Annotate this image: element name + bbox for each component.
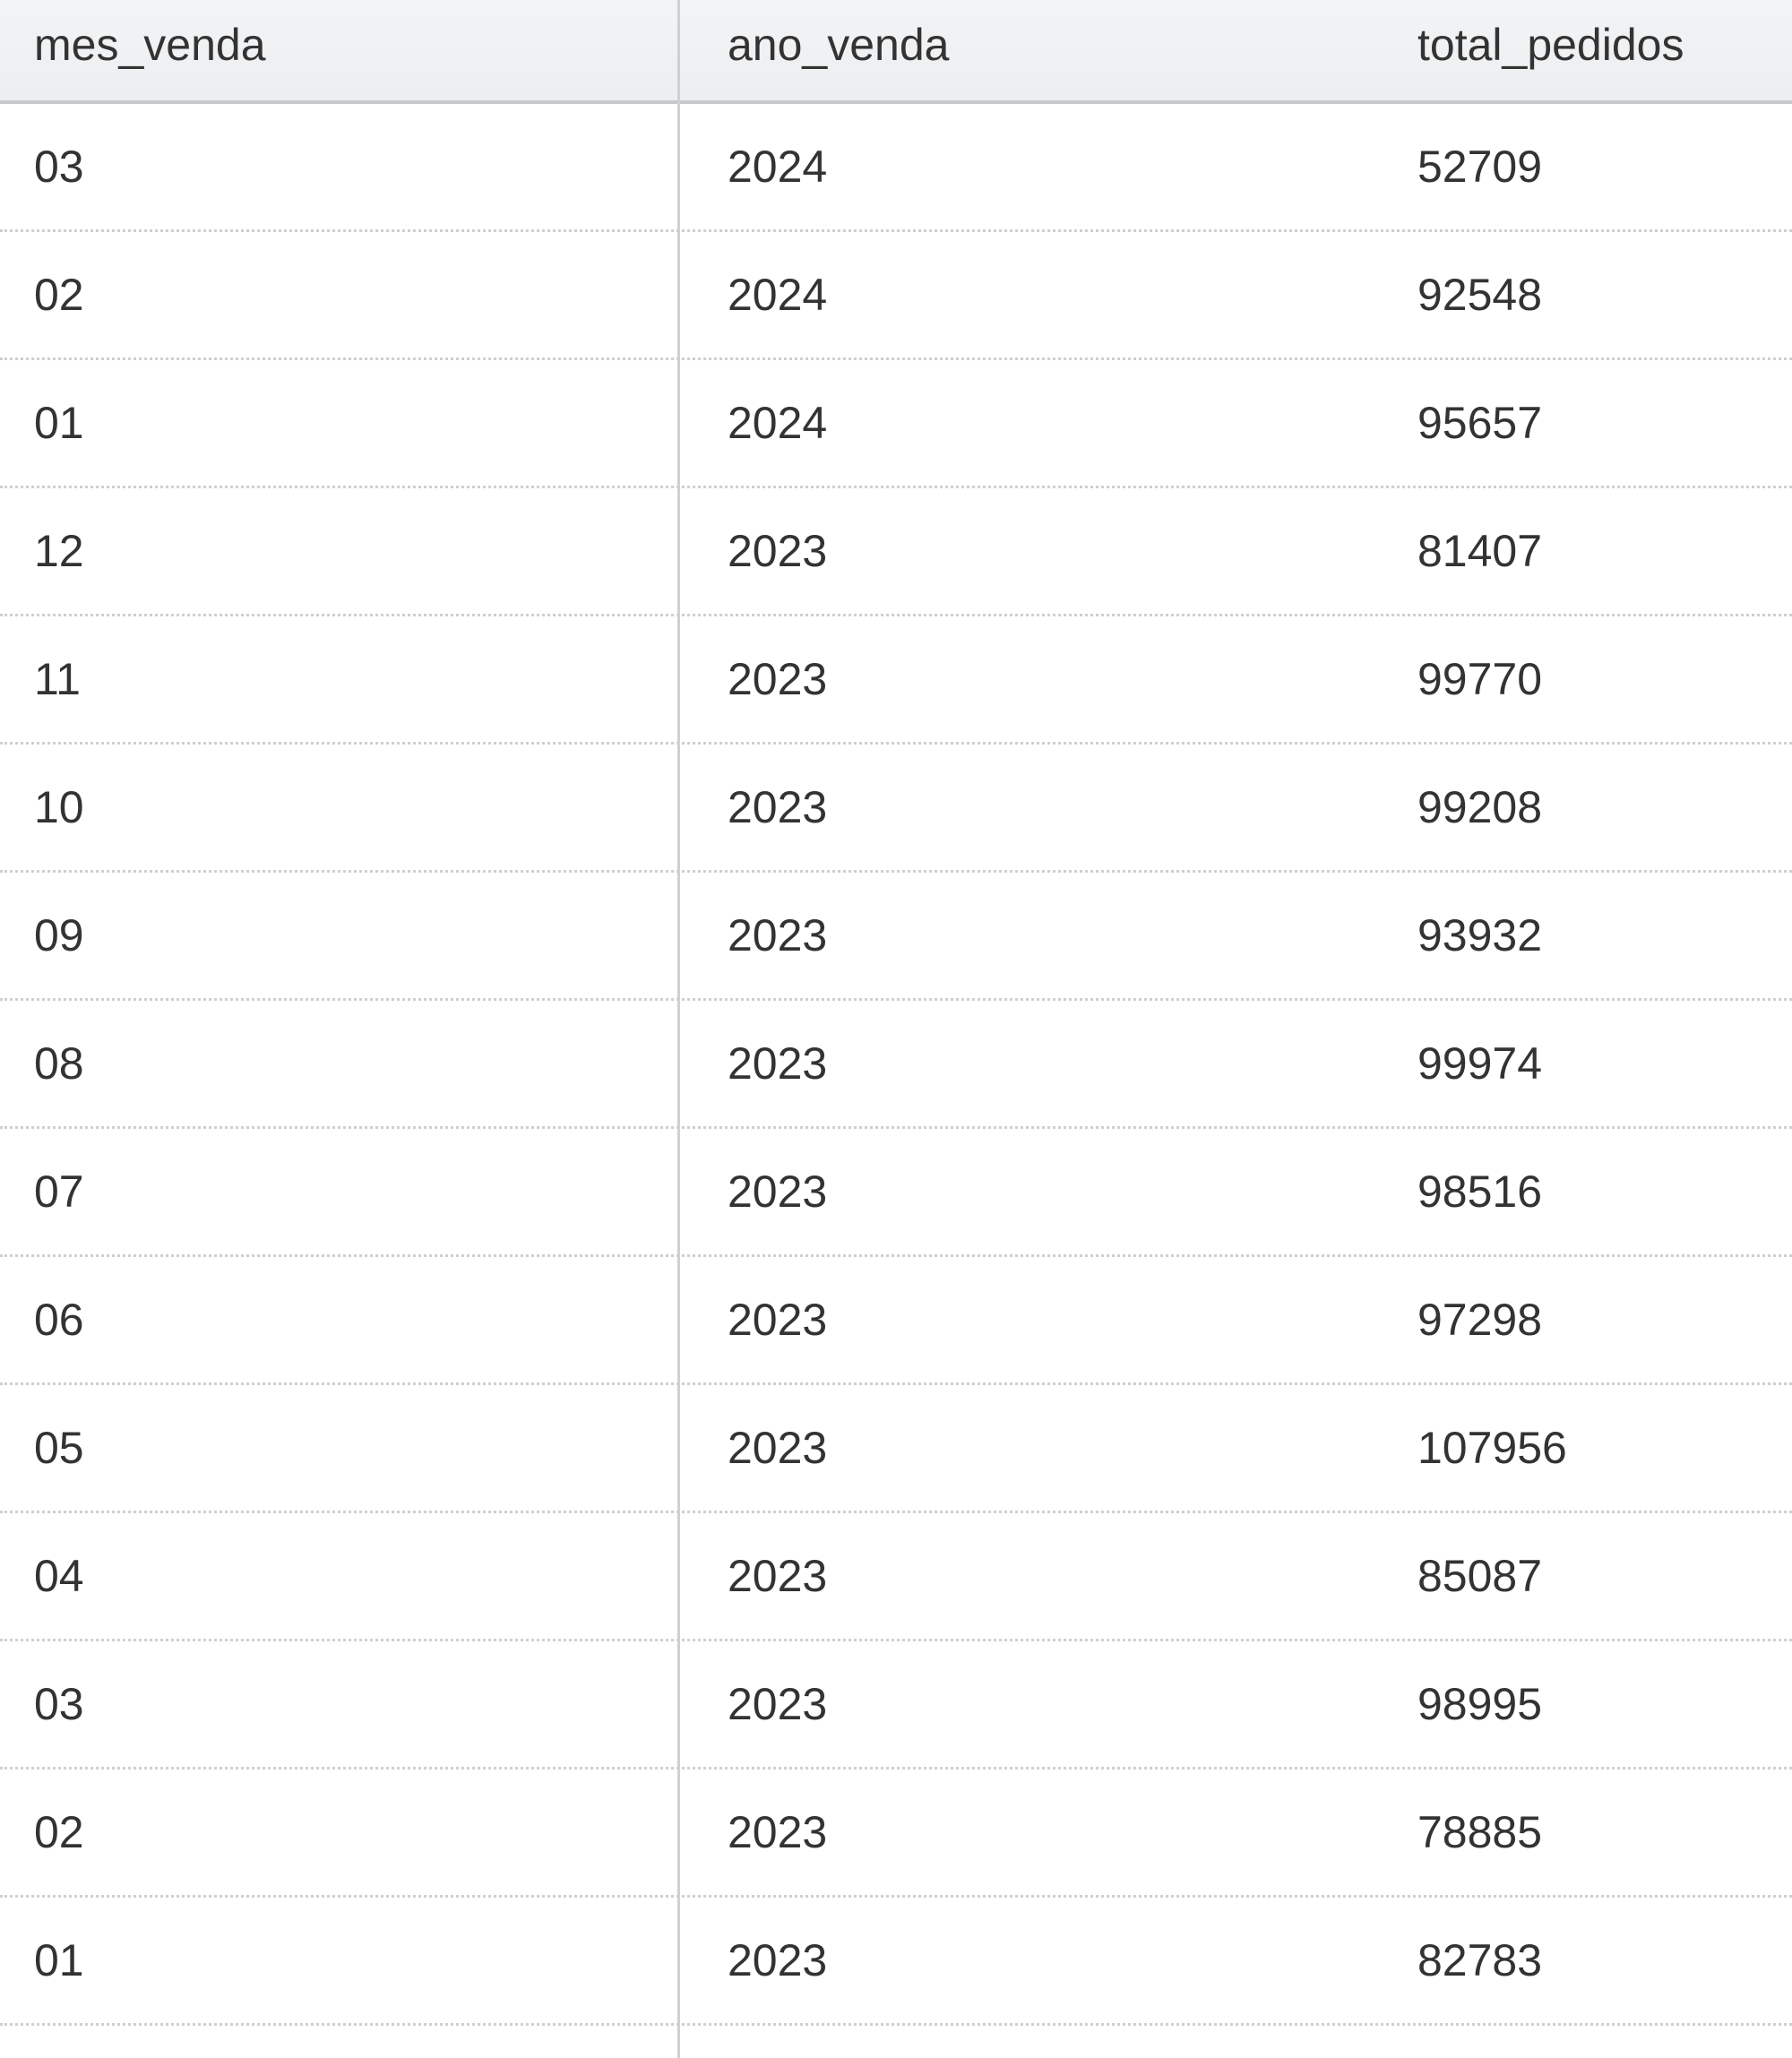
cell-total-pedidos[interactable]: 99770 [1417,654,1543,704]
table-row[interactable]: 05 2023 107956 [0,1385,1792,1513]
cell-mes-venda[interactable]: 06 [34,1295,84,1345]
cell-ano-venda[interactable]: 2023 [728,1935,828,1985]
table-row[interactable]: 08 2023 99974 [0,1001,1792,1129]
cell-total-pedidos[interactable]: 97298 [1417,1295,1543,1345]
table-row[interactable]: 09 2023 93932 [0,873,1792,1001]
cell-total-pedidos[interactable]: 107956 [1417,1423,1567,1473]
cell-total-pedidos[interactable]: 85087 [1417,1551,1543,1601]
cell-mes-venda[interactable]: 05 [34,1423,84,1473]
cell-total-pedidos[interactable]: 52709 [1417,142,1543,192]
cell-ano-venda[interactable]: 2023 [728,1551,828,1601]
table-row[interactable]: 11 2023 99770 [0,616,1792,745]
cell-ano-venda[interactable]: 2023 [728,1038,828,1089]
table-row[interactable]: 04 2023 85087 [0,1513,1792,1641]
cell-ano-venda[interactable]: 2023 [728,1807,828,1857]
cell-ano-venda[interactable]: 2023 [728,1167,828,1217]
cell-ano-venda[interactable]: 2024 [728,270,828,320]
cell-total-pedidos[interactable]: 78885 [1417,1807,1543,1857]
grid-body: 03 2024 52709 02 2024 92548 01 2024 95657 12 2023 8… [0,104,1792,2026]
table-row[interactable]: 01 2024 95657 [0,360,1792,488]
column-header-ano-venda[interactable]: ano_venda [728,20,950,70]
grid-header: mes_venda ano_venda total_pedidos [0,0,1792,104]
cell-mes-venda[interactable]: 02 [34,1807,84,1857]
cell-total-pedidos[interactable]: 98995 [1417,1679,1543,1729]
table-row[interactable]: 03 2023 98995 [0,1641,1792,1770]
column-header-mes-venda[interactable]: mes_venda [34,20,266,70]
cell-mes-venda[interactable]: 03 [34,1679,84,1729]
cell-ano-venda[interactable]: 2023 [728,1295,828,1345]
cell-mes-venda[interactable]: 01 [34,1935,84,1985]
cell-total-pedidos[interactable]: 95657 [1417,398,1543,448]
cell-mes-venda[interactable]: 02 [34,270,84,320]
cell-ano-venda[interactable]: 2023 [728,526,828,576]
cell-mes-venda[interactable]: 12 [34,526,84,576]
cell-ano-venda[interactable]: 2023 [728,782,828,832]
table-row[interactable]: 12 2023 81407 [0,488,1792,616]
table-row[interactable]: 01 2023 82783 [0,1898,1792,2026]
column-header-total-pedidos[interactable]: total_pedidos [1417,20,1684,70]
cell-mes-venda[interactable]: 09 [34,910,84,960]
cell-mes-venda[interactable]: 04 [34,1551,84,1601]
table-row[interactable]: 10 2023 99208 [0,745,1792,873]
cell-ano-venda[interactable]: 2024 [728,398,828,448]
cell-mes-venda[interactable]: 11 [34,654,81,704]
table-row[interactable]: 02 2024 92548 [0,232,1792,360]
cell-mes-venda[interactable]: 03 [34,142,84,192]
cell-mes-venda[interactable]: 08 [34,1038,84,1089]
cell-total-pedidos[interactable]: 99208 [1417,782,1543,832]
cell-total-pedidos[interactable]: 98516 [1417,1167,1543,1217]
table-row[interactable]: 07 2023 98516 [0,1129,1792,1257]
cell-total-pedidos[interactable]: 93932 [1417,910,1543,960]
cell-mes-venda[interactable]: 10 [34,782,84,832]
cell-total-pedidos[interactable]: 82783 [1417,1935,1543,1985]
table-row[interactable]: 06 2023 97298 [0,1257,1792,1385]
table-row[interactable]: 03 2024 52709 [0,104,1792,232]
cell-total-pedidos[interactable]: 99974 [1417,1038,1543,1089]
table-row[interactable]: 02 2023 78885 [0,1770,1792,1898]
cell-ano-venda[interactable]: 2024 [728,142,828,192]
cell-ano-venda[interactable]: 2023 [728,1679,828,1729]
cell-mes-venda[interactable]: 07 [34,1167,84,1217]
column-divider[interactable] [677,0,680,2058]
cell-total-pedidos[interactable]: 92548 [1417,270,1543,320]
cell-ano-venda[interactable]: 2023 [728,910,828,960]
cell-ano-venda[interactable]: 2023 [728,654,828,704]
cell-ano-venda[interactable]: 2023 [728,1423,828,1473]
cell-mes-venda[interactable]: 01 [34,398,84,448]
cell-total-pedidos[interactable]: 81407 [1417,526,1543,576]
